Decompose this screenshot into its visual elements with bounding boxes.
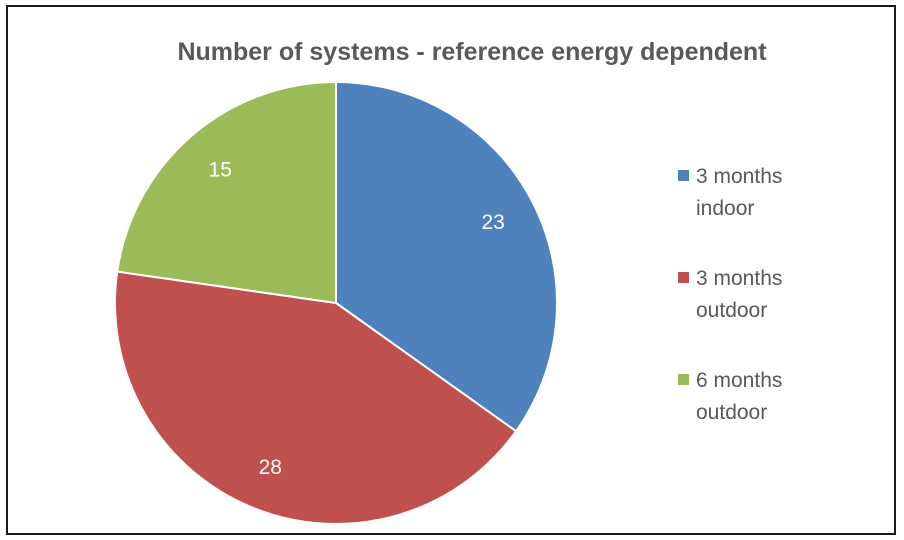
legend-item-3-months-indoor: 3 months indoor [678,165,782,220]
legend: 3 months indoor 3 months outdoor 6 month… [678,165,782,424]
data-label-3-months-indoor: 23 [481,211,504,234]
legend-label-line2: outdoor [696,401,767,424]
legend-swatch-3-months-indoor [678,170,689,181]
legend-swatch-6-months-outdoor [678,374,689,385]
legend-swatch-3-months-outdoor [678,272,689,283]
legend-item-6-months-outdoor: 6 months outdoor [678,369,782,424]
legend-label-line1: 3 months [696,165,782,188]
legend-label-line2: indoor [696,197,754,220]
data-label-3-months-outdoor: 28 [259,456,282,479]
chart-title: Number of systems - reference energy dep… [177,38,767,66]
legend-label-line1: 6 months [696,369,782,392]
legend-label-line1: 3 months [696,267,782,290]
legend-label-line2: outdoor [696,299,767,322]
pie-slice-6-months-outdoor [117,82,336,303]
data-label-6-months-outdoor: 15 [209,158,232,181]
pie-slices [115,82,557,524]
legend-item-3-months-outdoor: 3 months outdoor [678,267,782,322]
